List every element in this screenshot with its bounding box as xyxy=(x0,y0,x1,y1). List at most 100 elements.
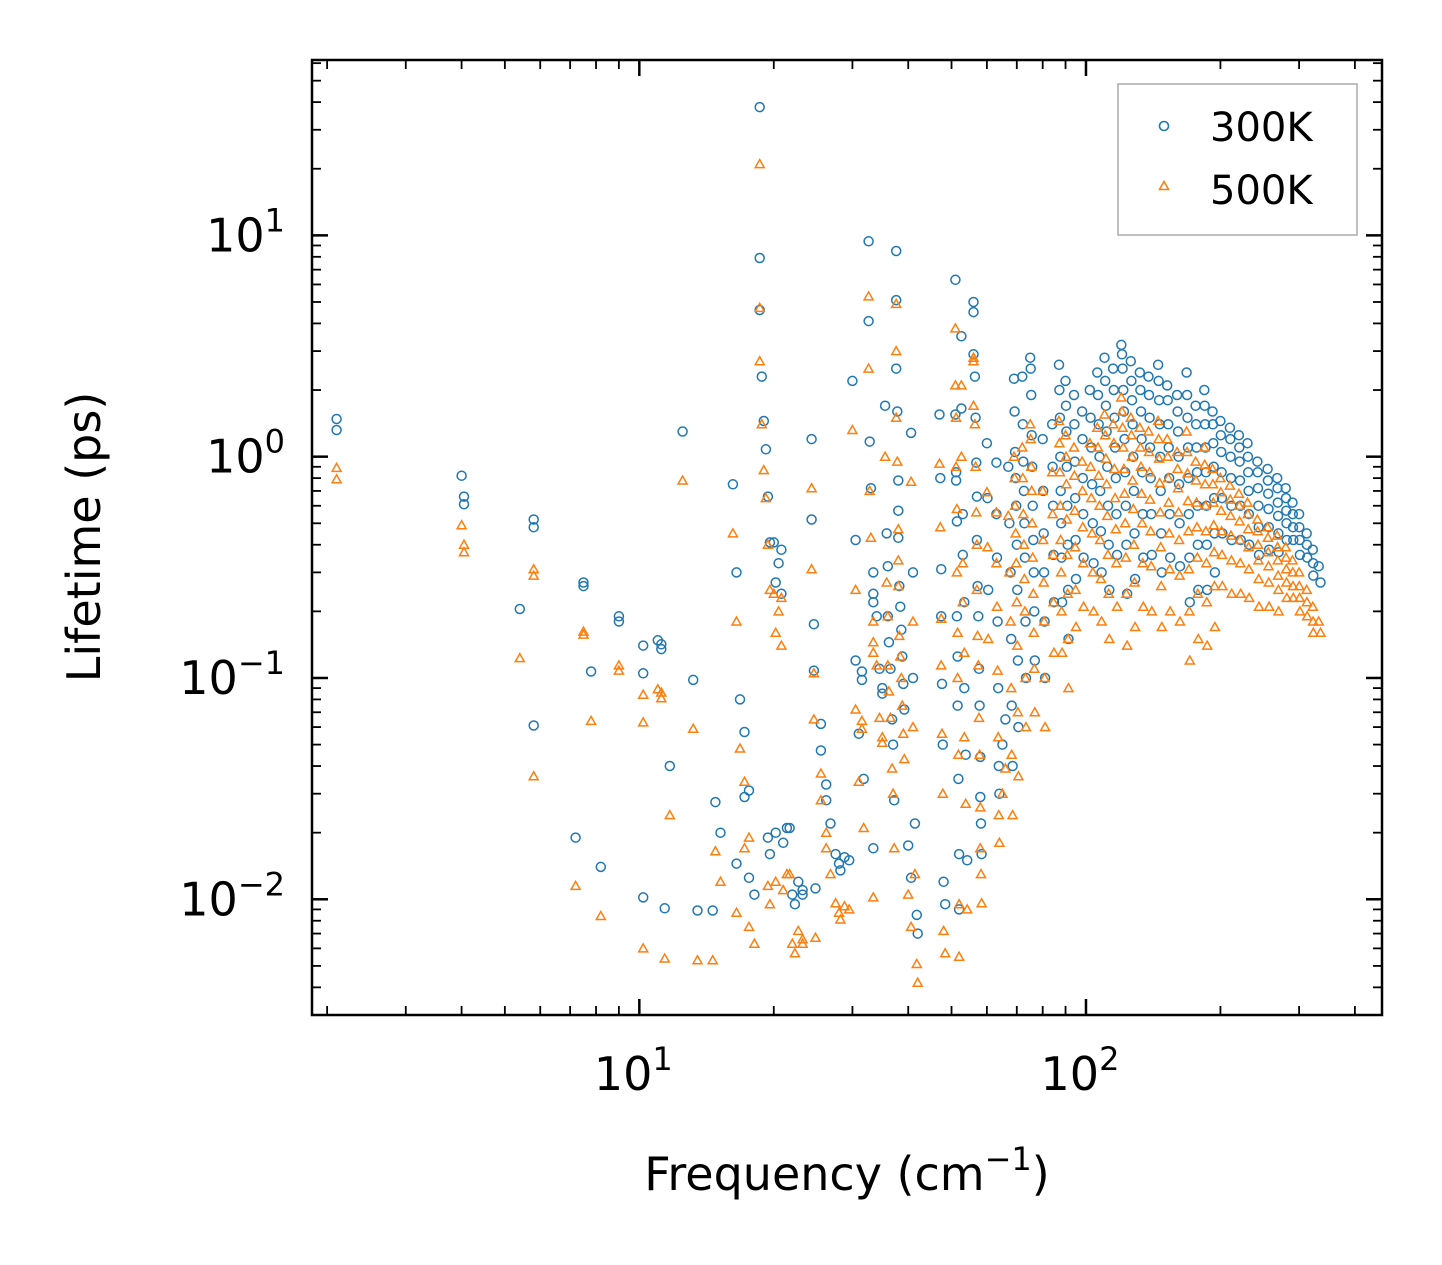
data-point-500k xyxy=(330,473,343,484)
data-point-500k xyxy=(1062,682,1075,693)
data-point-500k xyxy=(949,322,962,333)
data-point-300k xyxy=(1110,472,1122,484)
data-point-300k xyxy=(613,611,625,622)
data-point-500k xyxy=(748,937,761,948)
data-point-500k xyxy=(1271,541,1284,552)
data-point-500k xyxy=(1008,450,1020,461)
series-500k xyxy=(330,158,1327,987)
data-point-500k xyxy=(973,748,986,759)
data-point-300k xyxy=(894,580,905,592)
y-tick-label-base: 10 xyxy=(206,208,265,262)
data-point-300k xyxy=(951,611,963,622)
data-point-500k xyxy=(883,685,895,696)
data-point-500k xyxy=(613,659,625,670)
data-point-500k xyxy=(1100,478,1113,489)
data-point-500k xyxy=(902,888,914,899)
data-point-500k xyxy=(775,591,788,603)
data-point-300k xyxy=(882,560,894,572)
data-point-300k xyxy=(1262,475,1274,486)
data-point-500k xyxy=(1054,533,1067,545)
data-point-500k xyxy=(1135,487,1148,498)
data-point-500k xyxy=(1028,662,1041,674)
data-point-500k xyxy=(758,464,770,475)
x-tick-label-exp: 2 xyxy=(1099,1040,1119,1078)
data-point-300k xyxy=(1117,363,1128,374)
data-point-500k xyxy=(1287,580,1299,591)
x-tick-label-exp: 1 xyxy=(652,1040,672,1078)
data-point-300k xyxy=(1129,573,1141,585)
data-point-500k xyxy=(1077,600,1090,611)
data-point-500k xyxy=(1155,580,1167,591)
data-point-500k xyxy=(951,566,963,577)
data-point-300k xyxy=(787,889,798,900)
data-point-500k xyxy=(1116,421,1129,433)
data-point-500k xyxy=(873,711,886,723)
data-point-500k xyxy=(792,924,805,936)
data-point-500k xyxy=(936,727,948,738)
data-point-500k xyxy=(1012,706,1024,717)
data-point-500k xyxy=(955,379,968,390)
data-point-500k xyxy=(1012,770,1025,781)
x-axis-label-sup: −1 xyxy=(985,1140,1032,1178)
data-point-500k xyxy=(789,947,801,958)
data-point-500k xyxy=(939,947,951,958)
data-point-300k xyxy=(1242,437,1253,449)
data-point-500k xyxy=(1029,706,1041,717)
data-point-500k xyxy=(815,794,827,805)
data-point-500k xyxy=(1129,620,1141,632)
data-point-300k xyxy=(1271,472,1283,484)
data-point-500k xyxy=(1293,591,1306,603)
data-point-500k xyxy=(1077,521,1089,532)
data-point-500k xyxy=(1046,466,1058,477)
data-point-300k xyxy=(1164,508,1175,520)
data-point-500k xyxy=(1162,472,1174,483)
y-tick-label-exp: 1 xyxy=(265,201,285,239)
data-point-500k xyxy=(870,659,883,670)
data-point-500k xyxy=(730,906,743,917)
data-point-300k xyxy=(1135,384,1146,396)
data-point-500k xyxy=(1047,596,1060,607)
data-point-300k xyxy=(1233,429,1245,441)
data-point-300k xyxy=(1134,367,1146,378)
data-point-500k xyxy=(1233,487,1245,498)
data-point-300k xyxy=(1099,352,1110,363)
data-point-500k xyxy=(1134,441,1147,452)
data-point-500k xyxy=(1117,441,1130,452)
data-point-500k xyxy=(887,787,899,798)
data-point-500k xyxy=(993,809,1005,820)
data-point-500k xyxy=(1110,557,1123,568)
data-point-500k xyxy=(1118,487,1131,498)
data-point-500k xyxy=(1233,515,1246,526)
data-point-500k xyxy=(957,557,969,568)
data-point-500k xyxy=(1261,521,1274,532)
data-point-500k xyxy=(1002,509,1015,521)
data-point-500k xyxy=(762,538,774,549)
data-point-300k xyxy=(1038,567,1050,578)
data-point-500k xyxy=(953,898,965,909)
data-point-500k xyxy=(884,711,897,723)
data-point-300k xyxy=(1313,560,1324,572)
data-point-500k xyxy=(1008,472,1021,483)
data-point-500k xyxy=(1208,580,1221,591)
data-point-300k xyxy=(734,694,746,705)
data-point-300k xyxy=(968,349,979,360)
data-point-300k xyxy=(1183,508,1195,520)
data-point-500k xyxy=(1154,541,1167,552)
data-point-500k xyxy=(955,450,968,461)
data-point-500k xyxy=(1215,486,1227,497)
data-point-500k xyxy=(849,583,862,595)
data-point-500k xyxy=(972,659,985,670)
data-point-300k xyxy=(992,616,1003,627)
data-point-500k xyxy=(1056,646,1068,658)
data-point-300k xyxy=(1163,472,1175,484)
data-point-300k xyxy=(1087,518,1099,529)
data-point-500k xyxy=(1207,478,1219,489)
data-point-500k xyxy=(1024,418,1036,429)
data-point-500k xyxy=(876,736,889,747)
data-point-500k xyxy=(1069,583,1082,595)
data-point-500k xyxy=(1011,596,1023,607)
data-point-300k xyxy=(1094,485,1106,497)
data-point-500k xyxy=(1294,605,1306,616)
data-point-300k xyxy=(1116,349,1128,360)
data-point-300k xyxy=(863,236,874,247)
